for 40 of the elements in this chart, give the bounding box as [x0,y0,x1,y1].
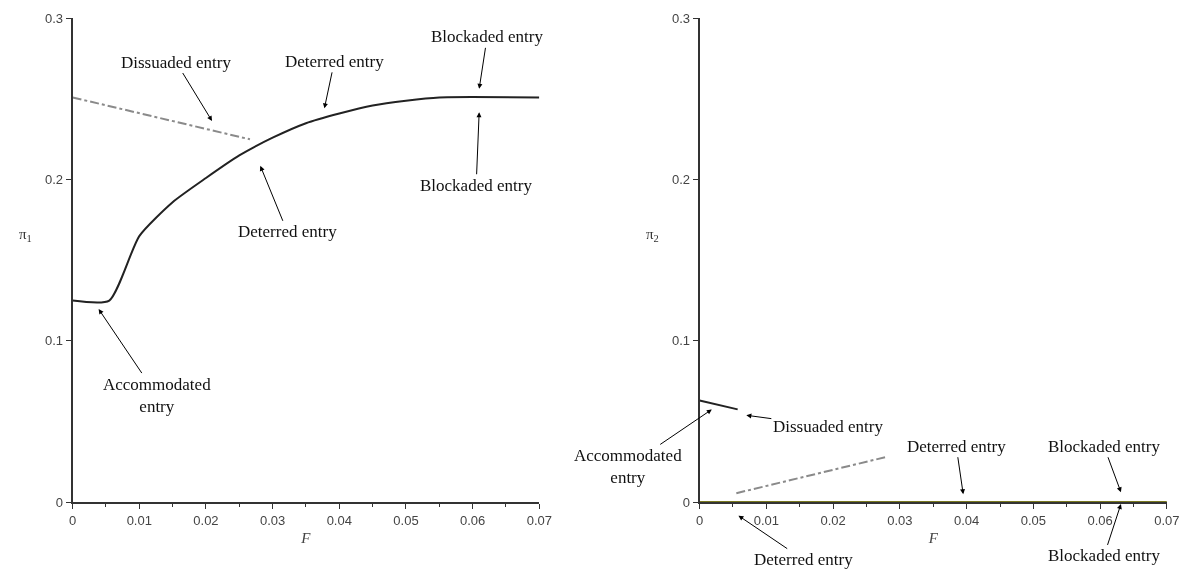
x-tick-label: 0.05 [1020,512,1047,528]
x-tick-label: 0.07 [1154,512,1180,528]
y-tick-label: 0.3 [671,10,690,26]
x-tick-label: 0 [69,512,77,528]
annotation: Deterred entry [907,437,1007,456]
y-tick-label: 0.1 [671,333,690,349]
x-tick-label: 0.03 [259,512,286,528]
text: Deterred entry [754,550,854,569]
x-tick-label: 0.05 [393,512,419,528]
x-tick-label: 0.03 [887,512,913,528]
y-axis-title: π$_{2}$ [646,226,659,245]
annotation: Dissuaded entry [773,417,884,436]
x-tick-label: 0.01 [126,512,152,528]
y-axis-title: π$_{1}$ [19,226,32,245]
y-tick-label: 0.1 [44,333,64,349]
y-tick-label: 0.3 [44,10,64,26]
y-tick-label: 0.2 [44,172,64,188]
annotation: Blockaded entry [420,176,533,195]
x-tick-label: 0.02 [820,512,846,528]
x-tick-label: 0.01 [753,512,780,528]
x-tick-label: 0.06 [1087,512,1113,528]
x-tick-label: 0.04 [326,512,352,528]
annotation: Dissuaded entry [121,53,232,72]
annotation: Accommodated entry [103,375,212,417]
x-axis-title: F [300,530,312,547]
text: Blockaded entry [1048,546,1161,565]
y-tick-label: 0 [55,494,64,510]
text: Accommodated entry [574,446,683,488]
annotation: Blockaded entry [431,27,544,46]
x-tick-label: 0.07 [526,512,552,528]
x-tick-label: 0.04 [953,512,980,528]
x-tick-label: 0 [695,512,704,528]
annotation: Blockaded entry [1048,437,1161,456]
x-tick-label: 0.06 [459,512,486,528]
y-tick-label: 0 [682,494,690,510]
annotation: Deterred entry [285,52,385,71]
x-axis-title: F [927,530,939,547]
y-tick-label: 0.2 [671,172,690,188]
x-tick-label: 0.02 [193,512,219,528]
annotation: Deterred entry [238,222,338,241]
